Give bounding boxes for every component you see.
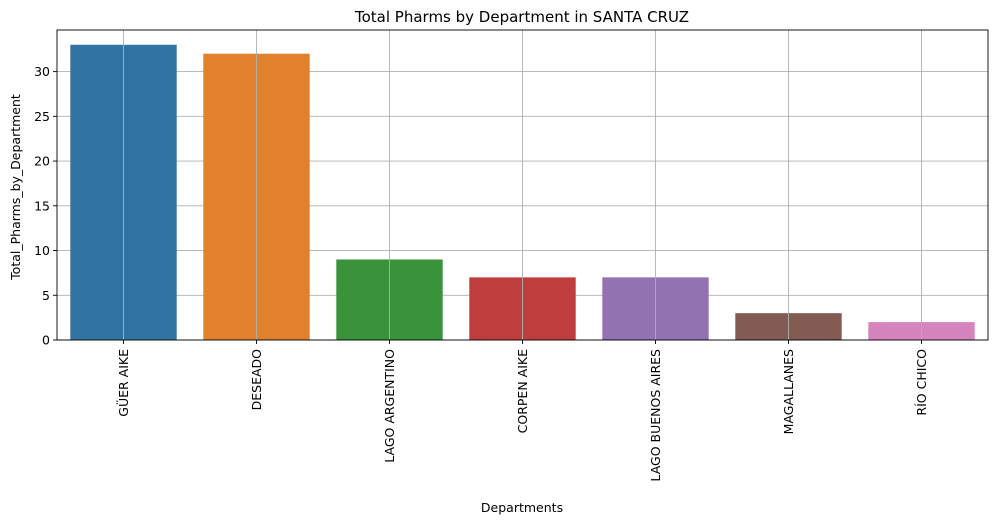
y-tick-label: 30 <box>34 64 50 79</box>
y-axis-ticks: 0 5 10 15 20 25 30 <box>34 64 57 348</box>
y-tick-label: 0 <box>42 333 50 348</box>
y-tick-label: 10 <box>34 243 50 258</box>
vertical-grid <box>123 30 922 340</box>
y-tick-label: 5 <box>42 288 50 303</box>
x-axis-label: Departments <box>481 500 563 515</box>
y-tick-label: 20 <box>34 154 50 169</box>
y-tick-label: 25 <box>34 109 50 124</box>
x-tick-label: LAGO BUENOS AIRES <box>648 349 663 482</box>
y-axis-label: Total_Pharms_by_Department <box>8 94 23 281</box>
x-tick-label: DESEADO <box>249 349 264 411</box>
x-axis-ticks: GÜER AIKE DESEADO LAGO ARGENTINO CORPEN AIK… <box>115 340 929 482</box>
y-tick-label: 15 <box>34 198 50 213</box>
x-tick-label: CORPEN AIKE <box>515 349 530 433</box>
chart-title: Total Pharms by Department in SANTA CRUZ <box>354 8 689 26</box>
x-tick-label: LAGO ARGENTINO <box>382 349 397 463</box>
x-tick-label: GÜER AIKE <box>115 349 131 417</box>
x-tick-label: RÍO CHICO <box>914 349 929 416</box>
x-tick-label: MAGALLANES <box>781 349 796 434</box>
